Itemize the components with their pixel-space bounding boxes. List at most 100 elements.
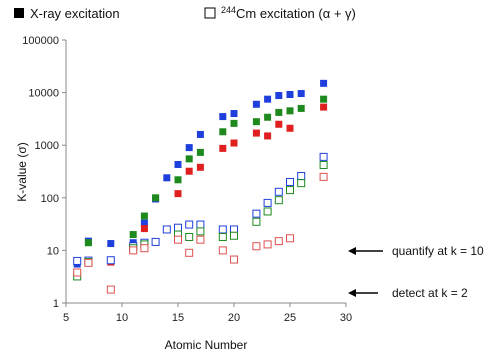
data-point-xray <box>230 110 238 118</box>
data-point-cm <box>274 187 283 196</box>
data-point-xray <box>230 119 238 127</box>
x-tick-label: 10 <box>116 312 128 324</box>
data-point-cm <box>162 225 171 234</box>
data-point-cm <box>174 223 182 232</box>
data-point-xray <box>185 155 193 163</box>
data-point-xray <box>196 163 204 171</box>
annotation-quantify: quantify at k = 10 <box>348 244 484 258</box>
data-point-cm <box>185 248 194 257</box>
data-point-cm <box>319 172 328 181</box>
data-point-xray <box>320 103 328 111</box>
y-tick-label: 1 <box>53 298 59 310</box>
annotation-quantify-text: quantify at k = 10 <box>392 244 484 258</box>
y-ticks: 1 10 100 1000 10000 100000 <box>22 35 66 310</box>
data-point-cm <box>218 225 227 234</box>
legend: X-ray excitation 244Cm excitation (α + γ… <box>14 5 356 21</box>
data-point-xray <box>286 107 294 115</box>
data-point-cm <box>218 246 227 255</box>
y-axis-title: K-value (σ) <box>15 142 29 201</box>
data-point-cm <box>73 268 82 277</box>
data-point-xray <box>286 91 294 99</box>
x-ticks: 5 10 15 20 25 30 <box>63 303 352 324</box>
data-point-xray <box>219 128 227 136</box>
data-point-xray <box>140 212 148 220</box>
data-point-cm <box>196 227 205 236</box>
data-point-cm <box>319 161 328 170</box>
data-point-cm <box>252 242 261 251</box>
data-point-xray <box>275 92 283 100</box>
data-point-xray <box>196 130 204 138</box>
legend-marker-filled <box>14 8 24 18</box>
data-point-cm <box>140 244 149 253</box>
data-point-cm <box>218 232 227 241</box>
data-point-cm <box>263 240 272 249</box>
data-point-xray <box>140 219 148 227</box>
data-point-cm <box>274 237 283 246</box>
data-point-xray <box>174 176 182 184</box>
data-point-cm <box>151 237 160 246</box>
data-point-cm <box>319 152 328 161</box>
data-point-cm <box>106 285 115 294</box>
data-point-xray <box>152 194 160 202</box>
data-point-cm <box>252 209 261 218</box>
data-point-xray <box>163 174 171 182</box>
data-point-cm <box>230 231 238 240</box>
data-point-xray <box>252 100 260 108</box>
legend-label-cm-post: Cm excitation (α + γ) <box>236 6 356 21</box>
data-point-xray <box>196 148 204 156</box>
legend-label-cm-sup: 244 <box>221 5 236 15</box>
data-point-xray <box>174 160 182 168</box>
data-point-cm <box>174 235 182 244</box>
legend-label-xray: X-ray excitation <box>30 6 120 21</box>
data-point-cm <box>252 217 261 226</box>
x-tick-label: 20 <box>228 312 240 324</box>
data-point-cm <box>129 246 138 255</box>
data-point-xray <box>174 190 182 198</box>
data-point-cm <box>106 256 115 265</box>
legend-marker-open <box>204 7 216 19</box>
data-points <box>73 79 328 294</box>
data-point-xray <box>264 95 272 103</box>
data-point-cm <box>286 186 294 195</box>
data-point-xray <box>286 124 294 132</box>
x-tick-label: 5 <box>63 312 69 324</box>
data-point-xray <box>297 104 305 112</box>
data-point-xray <box>252 129 260 137</box>
data-point-xray <box>129 231 137 239</box>
legend-label-cm: 244Cm excitation (α + γ) <box>221 5 356 21</box>
data-point-cm <box>185 232 194 241</box>
data-point-cm <box>263 198 272 207</box>
data-point-xray <box>275 120 283 128</box>
data-point-xray <box>230 139 238 147</box>
data-point-xray <box>320 95 328 103</box>
y-tick-label: 10000 <box>28 88 59 100</box>
data-point-cm <box>274 196 283 205</box>
y-tick-label: 1000 <box>35 140 59 152</box>
y-tick-label: 100000 <box>22 35 59 47</box>
data-point-xray <box>107 240 115 248</box>
data-point-xray <box>140 225 148 233</box>
data-point-xray <box>320 79 328 87</box>
data-point-xray <box>185 144 193 152</box>
data-point-xray <box>297 90 305 98</box>
data-point-xray <box>264 132 272 140</box>
data-point-cm <box>185 220 194 229</box>
data-point-cm <box>84 258 93 267</box>
data-point-cm <box>230 255 238 264</box>
data-point-cm <box>196 235 205 244</box>
x-axis-title: Atomic Number <box>165 338 248 352</box>
data-point-xray <box>275 108 283 116</box>
data-point-cm <box>286 177 294 186</box>
data-point-xray <box>264 113 272 121</box>
data-point-xray <box>252 118 260 126</box>
y-tick-label: 100 <box>41 193 59 205</box>
data-point-xray <box>185 167 193 175</box>
x-tick-label: 30 <box>340 312 352 324</box>
annotation-detect-text: detect at k = 2 <box>392 286 468 300</box>
data-point-xray <box>219 144 227 152</box>
data-point-xray <box>219 113 227 121</box>
data-point-cm <box>196 220 205 229</box>
data-point-cm <box>297 179 306 188</box>
data-point-cm <box>73 256 82 265</box>
